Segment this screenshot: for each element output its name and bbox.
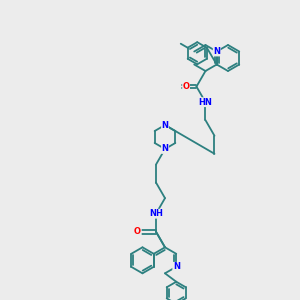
Text: HN: HN [199, 98, 212, 107]
Text: N: N [213, 47, 220, 56]
Text: N: N [161, 145, 169, 154]
Text: O: O [183, 82, 190, 91]
Text: N: N [161, 121, 169, 130]
Text: N: N [173, 262, 180, 271]
Text: NH: NH [149, 209, 163, 218]
Text: O: O [134, 227, 141, 236]
